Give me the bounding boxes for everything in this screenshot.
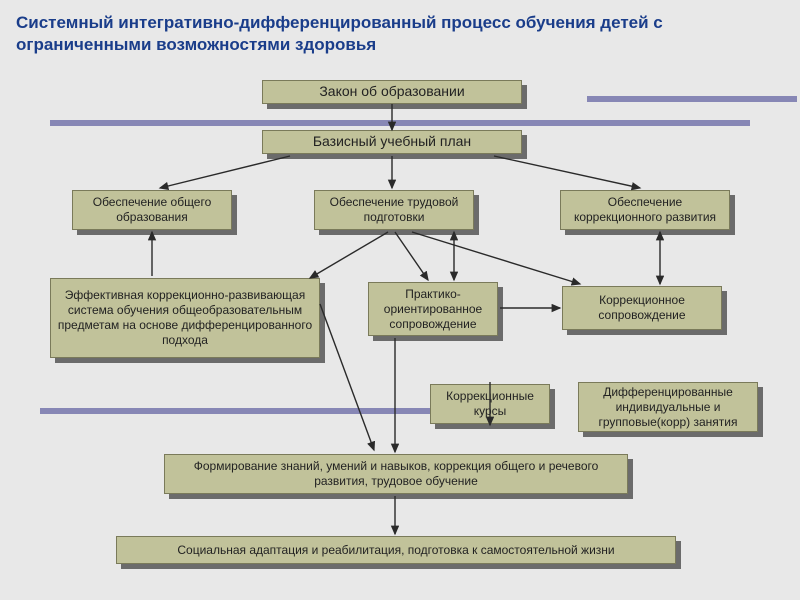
flowchart-node: Обеспечение общего образования — [72, 190, 232, 230]
flowchart-edge — [395, 232, 428, 280]
flowchart-node: Обеспечение трудовой подготовки — [314, 190, 474, 230]
flowchart-edge — [310, 232, 388, 278]
flowchart-node: Формирование знаний, умений и навыков, к… — [164, 454, 628, 494]
flowchart-node: Эффективная коррекционно-развивающая сис… — [50, 278, 320, 358]
flowchart-node: Практико-ориентированное сопровождение — [368, 282, 498, 336]
flowchart-edge — [412, 232, 580, 284]
flowchart-edge — [320, 304, 374, 450]
flowchart-node: Обеспечение коррекционного развития — [560, 190, 730, 230]
flowchart-edge — [494, 156, 640, 188]
flowchart-node: Социальная адаптация и реабилитация, под… — [116, 536, 676, 564]
decor-bar — [587, 96, 797, 102]
flowchart-node: Закон об образовании — [262, 80, 522, 104]
flowchart-node: Коррекционные курсы — [430, 384, 550, 424]
flowchart-node: Коррекционное сопровождение — [562, 286, 722, 330]
decor-bar — [40, 408, 440, 414]
flowchart-edge — [160, 156, 290, 188]
flowchart-node: Базисный учебный план — [262, 130, 522, 154]
page-title: Системный интегративно-дифференцированны… — [0, 0, 800, 66]
flowchart-node: Дифференцированные индивидуальные и груп… — [578, 382, 758, 432]
decor-bar — [50, 120, 750, 126]
